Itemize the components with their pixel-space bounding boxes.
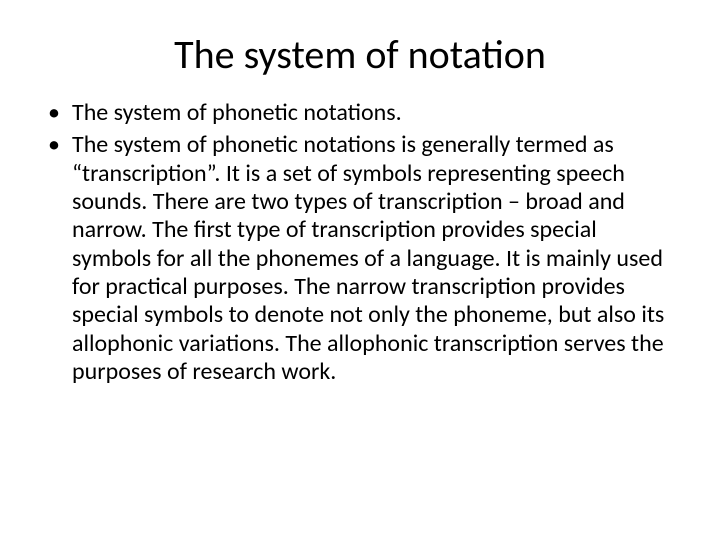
slide-body: The system of phonetic notations. The sy… bbox=[40, 99, 680, 386]
slide-title: The system of notation bbox=[40, 30, 680, 79]
bullet-item: The system of phonetic notations is gene… bbox=[68, 131, 680, 386]
bullet-list: The system of phonetic notations. The sy… bbox=[40, 99, 680, 386]
slide: The system of notation The system of pho… bbox=[0, 0, 720, 540]
bullet-item: The system of phonetic notations. bbox=[68, 99, 680, 127]
